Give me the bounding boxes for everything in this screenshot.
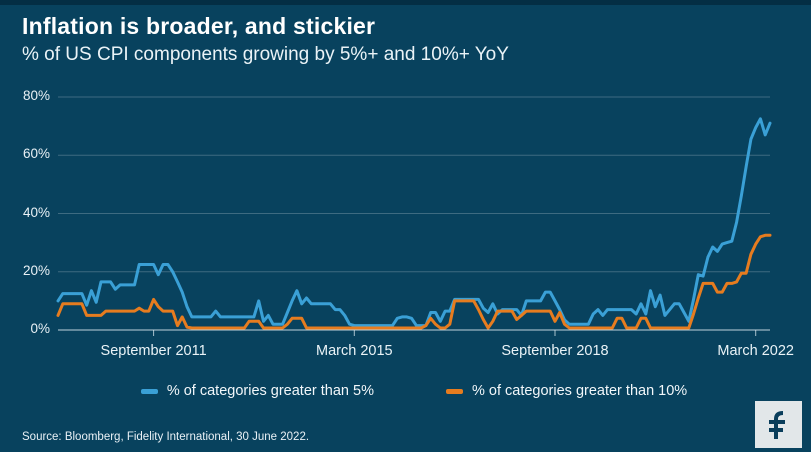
legend-item-5pct: % of categories greater than 5% — [140, 383, 374, 399]
x-axis-tick-label: September 2018 — [501, 343, 609, 359]
chart-subtitle: % of US CPI components growing by 5%+ an… — [22, 44, 509, 65]
y-axis-tick-label: 60% — [22, 146, 50, 162]
x-axis-tick-label: September 2011 — [100, 343, 207, 359]
source-text: Source: Bloomberg, Fidelity Internationa… — [22, 431, 310, 443]
y-axis-tick-label: 80% — [22, 88, 50, 103]
y-axis-tick-label: 20% — [22, 262, 50, 278]
y-axis-tick-label: 0% — [30, 321, 50, 336]
line-chart: 0% 20% 40% 60% 80% September 2011 March 2015 S… — [22, 88, 794, 359]
fidelity-logo — [755, 401, 802, 448]
chart-legend: % of categories greater than 5% % of cat… — [58, 383, 770, 399]
legend-item-10pct: % of categories greater than 10% — [445, 383, 688, 399]
legend-label-5pct: % of categories greater than 5% — [166, 383, 374, 399]
legend-label-10pct: % of categories greater than 10% — [471, 383, 688, 399]
legend-swatch-10pct-icon — [445, 388, 463, 394]
chart-title: Inflation is broader, and stickier — [22, 13, 376, 39]
x-axis-tick-label: March 2015 — [316, 343, 393, 359]
x-axis-tick-label: March 2022 — [717, 343, 794, 359]
top-bar — [0, 0, 811, 5]
y-axis-tick-label: 40% — [22, 204, 50, 220]
legend-swatch-5pct-icon — [140, 388, 158, 394]
fidelity-f-icon — [768, 410, 785, 439]
plot-svg — [56, 96, 772, 336]
